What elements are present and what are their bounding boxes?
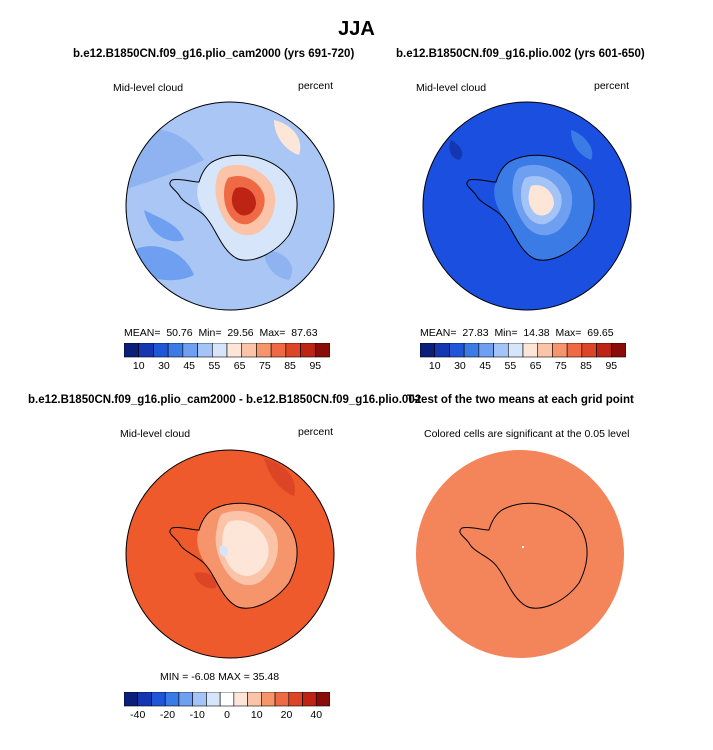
colorbar-swatch <box>566 343 583 358</box>
colorbar-tick-label: 45 <box>183 360 195 372</box>
colorbar-tick-label: 85 <box>580 360 592 372</box>
colorbar-tick-label: 30 <box>158 360 170 372</box>
colorbar-tick-label: 30 <box>454 360 466 372</box>
colorbar-swatch <box>420 343 436 358</box>
colorbar-swatch <box>178 692 193 707</box>
colorbar-swatch <box>197 343 213 358</box>
panel2-polar-map <box>422 101 632 311</box>
colorbar-tick-label: 45 <box>479 360 491 372</box>
page-title: JJA <box>338 18 375 40</box>
colorbar-tick-label: 20 <box>281 709 293 721</box>
panel4-title: T-test of the two means at each grid poi… <box>407 394 634 406</box>
panel2-variable-label: Mid-level cloud <box>416 82 487 94</box>
colorbar-tick-label: 0 <box>224 709 230 721</box>
colorbar-swatch <box>493 343 509 358</box>
panel1-title: b.e12.B1850CN.f09_g16.plio_cam2000 (yrs … <box>73 48 355 60</box>
colorbar-swatch <box>302 692 317 707</box>
colorbar-tick-label: 75 <box>555 360 567 372</box>
colorbar-swatch <box>151 692 166 707</box>
colorbar-tick-label: 10 <box>133 360 145 372</box>
colorbar-swatch <box>434 343 450 358</box>
colorbar-tick-label: 95 <box>309 360 321 372</box>
panel1-polar-map <box>125 101 335 311</box>
colorbar-swatch <box>241 343 257 358</box>
colorbar-tick-label: -40 <box>130 709 145 721</box>
panel3-stats: MIN = -6.08 MAX = 35.48 <box>160 671 280 683</box>
colorbar-swatch <box>192 692 207 707</box>
colorbar-swatch <box>219 692 235 707</box>
panel4-polar-map <box>416 450 624 658</box>
colorbar-swatch <box>167 343 184 358</box>
colorbar-swatch <box>463 343 480 358</box>
colorbar-swatch <box>206 692 221 707</box>
colorbar-swatch <box>256 343 272 358</box>
panel2-stats: MEAN= 27.83 Min= 14.38 Max= 69.65 <box>420 327 614 339</box>
colorbar-swatch <box>261 692 276 707</box>
panel1-stats: MEAN= 50.76 Min= 29.56 Max= 87.63 <box>124 327 318 339</box>
colorbar-tick-label: 55 <box>209 360 221 372</box>
colorbar-swatch <box>211 343 228 358</box>
panel3-colorbar: -40 -20 -10 0 10 20 40 <box>124 692 330 721</box>
colorbar-swatch <box>233 692 248 707</box>
panel1-coastline <box>169 154 298 261</box>
colorbar-tick-label: 10 <box>429 360 441 372</box>
panel3-coastline <box>169 502 298 609</box>
colorbar-swatch <box>522 343 539 358</box>
panel3-title: b.e12.B1850CN.f09_g16.plio_cam2000 - b.e… <box>28 394 422 406</box>
colorbar-swatch <box>153 343 169 358</box>
colorbar-swatch <box>124 343 140 358</box>
panel3-variable-label: Mid-level cloud <box>120 428 191 440</box>
colorbar-tick-label: 55 <box>505 360 517 372</box>
colorbar-swatch <box>537 343 553 358</box>
panel1-colorbar: 10 30 45 55 65 75 85 95 <box>124 343 330 372</box>
colorbar-swatch <box>226 343 243 358</box>
colorbar-swatch <box>315 692 330 707</box>
colorbar-swatch <box>610 343 626 358</box>
panel4-significance-field <box>416 450 624 658</box>
panel2-units-label: percent <box>594 80 630 92</box>
panel2-colorbar: 10 30 45 55 65 75 85 95 <box>420 343 626 372</box>
colorbar-tick-label: 65 <box>234 360 246 372</box>
colorbar-swatch <box>247 692 262 707</box>
panel2-title: b.e12.B1850CN.f09_g16.plio.002 (yrs 601-… <box>396 48 645 60</box>
colorbar-swatch <box>596 343 612 358</box>
colorbar-swatch <box>552 343 568 358</box>
colorbar-swatch <box>314 343 330 358</box>
colorbar-swatch <box>164 692 180 707</box>
panel3-polar-map <box>125 449 335 659</box>
colorbar-swatch <box>478 343 494 358</box>
panel3-units-label: percent <box>298 426 334 438</box>
colorbar-swatch <box>288 692 303 707</box>
colorbar-swatch <box>137 692 152 707</box>
colorbar-swatch <box>270 343 287 358</box>
colorbar-swatch <box>124 692 139 707</box>
panel1-units-label: percent <box>298 80 334 92</box>
colorbar-swatch <box>581 343 597 358</box>
panel4-subtitle: Colored cells are significant at the 0.0… <box>424 428 630 440</box>
colorbar-tick-label: 85 <box>284 360 296 372</box>
colorbar-swatch <box>138 343 154 358</box>
colorbar-tick-label: 75 <box>259 360 271 372</box>
colorbar-swatch <box>507 343 524 358</box>
colorbar-swatch <box>274 692 290 707</box>
colorbar-tick-label: 95 <box>605 360 617 372</box>
colorbar-tick-label: -20 <box>160 709 175 721</box>
colorbar-swatch <box>449 343 465 358</box>
panel1-variable-label: Mid-level cloud <box>113 82 184 94</box>
colorbar-swatch <box>182 343 198 358</box>
colorbar-swatch <box>285 343 301 358</box>
panel4-coastline <box>459 502 588 609</box>
colorbar-tick-label: -10 <box>190 709 205 721</box>
colorbar-swatch <box>300 343 316 358</box>
panel2-coastline <box>466 154 595 261</box>
colorbar-tick-label: 10 <box>251 709 263 721</box>
colorbar-tick-label: 65 <box>530 360 542 372</box>
colorbar-tick-label: 40 <box>310 709 322 721</box>
